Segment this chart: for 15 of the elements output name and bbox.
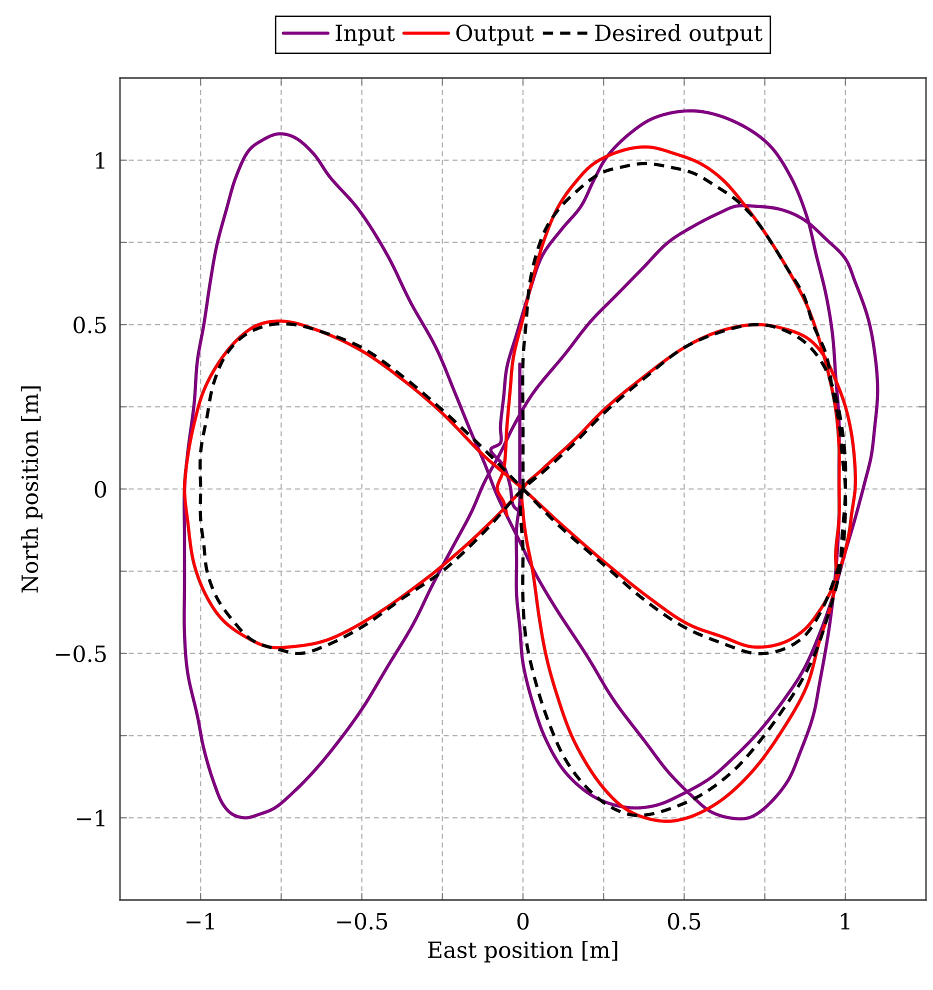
- y-axis-title: North position [m]: [20, 386, 42, 592]
- y-tick-label: −1: [77, 810, 104, 826]
- y-tick-label: −0.5: [56, 645, 106, 662]
- legend-label: Output: [456, 24, 534, 46]
- y-tick-label: 1: [96, 152, 104, 169]
- x-tick-label: 1: [841, 912, 850, 930]
- x-axis-title: East position [m]: [428, 940, 618, 962]
- x-tick-label: −1: [186, 912, 214, 930]
- legend-label: Desired output: [595, 24, 762, 46]
- x-tick-label: 0: [517, 912, 529, 930]
- x-tick-label: −0.5: [337, 912, 388, 930]
- y-tick-label: 0.5: [74, 316, 106, 334]
- x-tick-label: 0.5: [668, 912, 700, 930]
- y-tick-label: 0: [94, 480, 106, 498]
- legend-label: Input: [336, 24, 395, 46]
